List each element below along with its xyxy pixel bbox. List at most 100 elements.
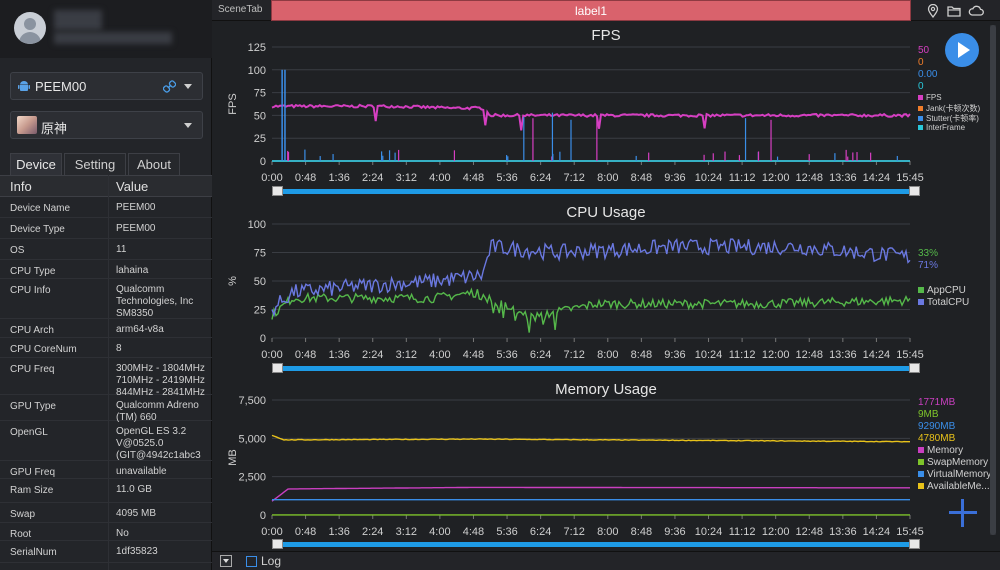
slider-handle-right[interactable] <box>909 539 920 549</box>
tab-about[interactable]: About <box>128 153 180 175</box>
info-key: Device Type <box>10 224 65 235</box>
user-profile[interactable] <box>0 0 212 58</box>
y-tick-label: 75 <box>254 248 266 260</box>
chevron-down-icon <box>223 559 229 563</box>
info-key: CPU Freq <box>10 364 55 375</box>
info-value: No <box>116 528 129 539</box>
info-value: lahaina <box>116 265 149 276</box>
device-name-label: PEEM00 <box>35 79 87 94</box>
tab-setting[interactable]: Setting <box>64 153 126 175</box>
info-row: GPU Freq unavailable <box>0 461 212 479</box>
available-current-value: 4780MB <box>918 433 956 444</box>
x-tick-label: 0:00 <box>261 526 282 538</box>
info-value: PEEM00 <box>116 223 156 234</box>
cloud-icon[interactable] <box>968 4 984 18</box>
legend-fps[interactable]: FPS <box>918 93 980 103</box>
y-tick-label: 5,000 <box>238 433 266 445</box>
info-value: 11 <box>116 244 127 255</box>
tab-device[interactable]: Device <box>10 153 62 175</box>
collapse-log-button[interactable] <box>220 555 232 567</box>
legend-swapmemory[interactable]: SwapMemory <box>918 457 991 469</box>
legend-appcpu[interactable]: AppCPU <box>918 285 969 297</box>
x-tick-label: 1:36 <box>328 526 349 538</box>
location-pin-icon[interactable] <box>926 4 940 18</box>
x-tick-label: 0:48 <box>295 526 316 538</box>
chevron-down-icon <box>184 84 192 89</box>
fps-current-value: 50 <box>918 45 930 56</box>
stutter-current-value: 0.00 <box>918 69 938 80</box>
info-row: GPU Type Qualcomm Adreno (TM) 660 <box>0 395 212 423</box>
value-column-header: Value <box>116 179 149 194</box>
y-axis-label: MB <box>227 449 239 466</box>
info-key: Swap <box>10 509 36 520</box>
folder-icon[interactable] <box>947 4 961 18</box>
fps-chart-title: FPS <box>591 27 621 44</box>
totalcpu-current-value: 71% <box>918 260 939 271</box>
x-tick-label: 13:36 <box>829 349 857 361</box>
log-checkbox[interactable] <box>246 556 257 567</box>
legend-memory[interactable]: Memory <box>918 445 991 457</box>
info-row: CPU Type lahaina <box>0 260 212 279</box>
series-line-totalcpu <box>271 237 911 318</box>
device-dropdown[interactable]: PEEM00 <box>10 72 203 100</box>
x-tick-label: 4:48 <box>463 172 484 184</box>
y-axis-label: % <box>227 276 239 286</box>
x-tick-label: 13:36 <box>829 172 857 184</box>
x-tick-label: 2:24 <box>362 349 383 361</box>
info-key: Device Name <box>10 203 71 214</box>
slider-handle-left[interactable] <box>272 363 283 373</box>
legend-stutter[interactable]: Stutter(卡顿率) <box>918 113 980 123</box>
info-row: Device Name PEEM00 <box>0 197 212 218</box>
cpu-time-slider[interactable] <box>272 363 920 373</box>
legend-jank[interactable]: Jank(卡顿次数) <box>918 103 980 113</box>
legend-interframe[interactable]: InterFrame <box>918 123 980 133</box>
scene-tab-label[interactable]: SceneTab <box>218 4 263 15</box>
info-row: Device Type PEEM00 <box>0 218 212 239</box>
legend-availablememory[interactable]: AvailableMe... <box>918 481 991 493</box>
info-value: 11.0 GB <box>116 484 152 495</box>
chevron-down-icon <box>184 123 192 128</box>
x-tick-label: 5:36 <box>496 349 517 361</box>
x-tick-label: 7:12 <box>563 172 584 184</box>
legend-totalcpu[interactable]: TotalCPU <box>918 297 969 309</box>
info-value: 4095 MB <box>116 508 157 519</box>
info-value: 300MHz - 1804MHz 710MHz - 2419MHz 844MHz… <box>116 363 205 398</box>
legend-virtualmemory[interactable]: VirtualMemory <box>918 469 991 481</box>
app-name-label: 原神 <box>41 121 68 136</box>
slider-handle-left[interactable] <box>272 186 283 196</box>
x-tick-label: 12:00 <box>762 526 790 538</box>
x-tick-label: 0:48 <box>295 172 316 184</box>
info-key: CPU Type <box>10 266 56 277</box>
scene-label-tab[interactable]: label1 <box>271 0 911 21</box>
info-key: OS <box>10 245 25 256</box>
add-chart-button[interactable] <box>949 499 977 527</box>
y-tick-label: 25 <box>254 133 266 145</box>
avatar[interactable] <box>14 12 46 44</box>
cpu-legend: 33% 71% AppCPU TotalCPU <box>918 248 969 309</box>
appcpu-current-value: 33% <box>918 248 939 259</box>
x-tick-label: 1:36 <box>328 172 349 184</box>
info-row: CPU Freq 300MHz - 1804MHz 710MHz - 2419MH… <box>0 358 212 398</box>
series-line-fps <box>271 103 911 131</box>
x-tick-label: 8:48 <box>631 526 652 538</box>
link-icon[interactable] <box>163 80 176 93</box>
app-dropdown[interactable]: 原神 <box>10 111 203 139</box>
top-bar: SceneTab label1 <box>212 0 1000 21</box>
series-line-memory <box>271 486 910 502</box>
x-tick-label: 6:24 <box>530 172 551 184</box>
info-value: 8 <box>116 343 122 354</box>
fps-time-slider[interactable] <box>272 186 920 196</box>
slider-handle-left[interactable] <box>272 539 283 549</box>
y-tick-label: 75 <box>254 88 266 100</box>
y-tick-label: 7,500 <box>238 395 266 407</box>
play-button[interactable] <box>945 33 979 67</box>
x-tick-label: 3:12 <box>396 172 417 184</box>
y-tick-label: 50 <box>254 276 266 288</box>
slider-handle-right[interactable] <box>909 363 920 373</box>
x-tick-label: 12:48 <box>795 349 823 361</box>
x-tick-label: 9:36 <box>664 172 685 184</box>
slider-handle-right[interactable] <box>909 186 920 196</box>
memory-time-slider[interactable] <box>272 539 920 549</box>
charts-scrollbar[interactable] <box>990 25 996 535</box>
virtual-current-value: 9290MB <box>918 421 956 432</box>
